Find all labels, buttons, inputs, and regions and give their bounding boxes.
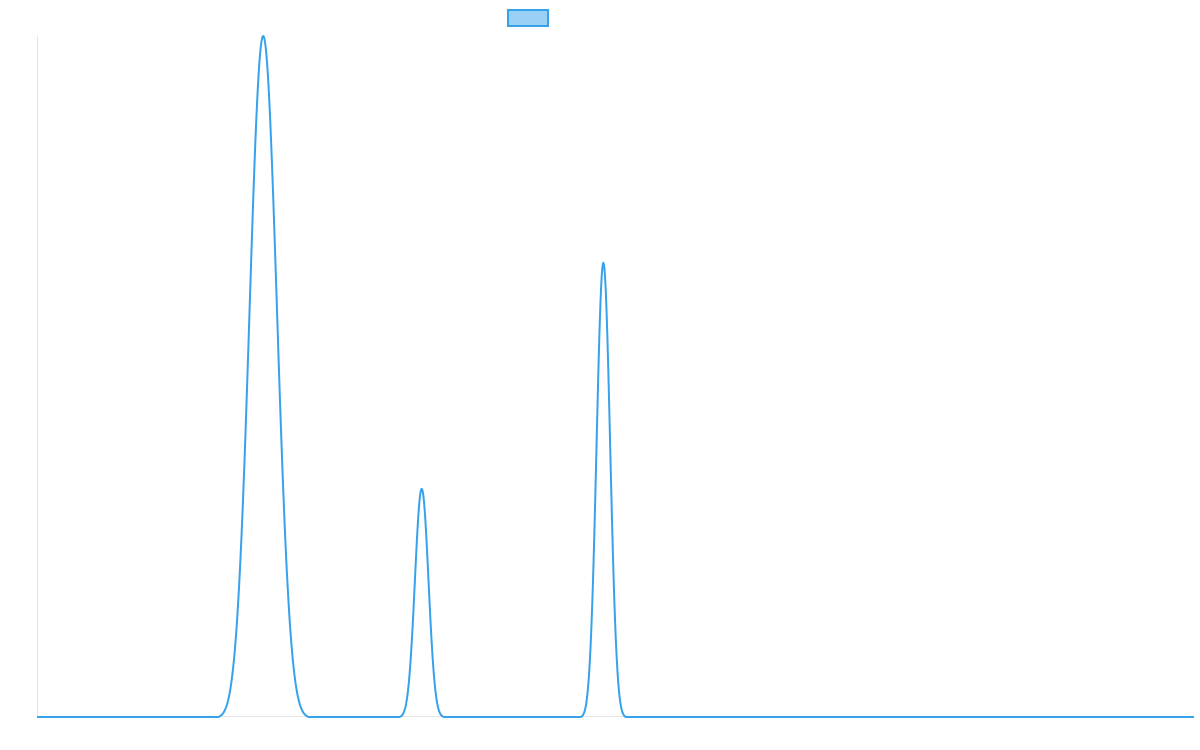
legend-swatch[interactable] [507, 9, 549, 27]
series-line [36, 35, 1195, 718]
